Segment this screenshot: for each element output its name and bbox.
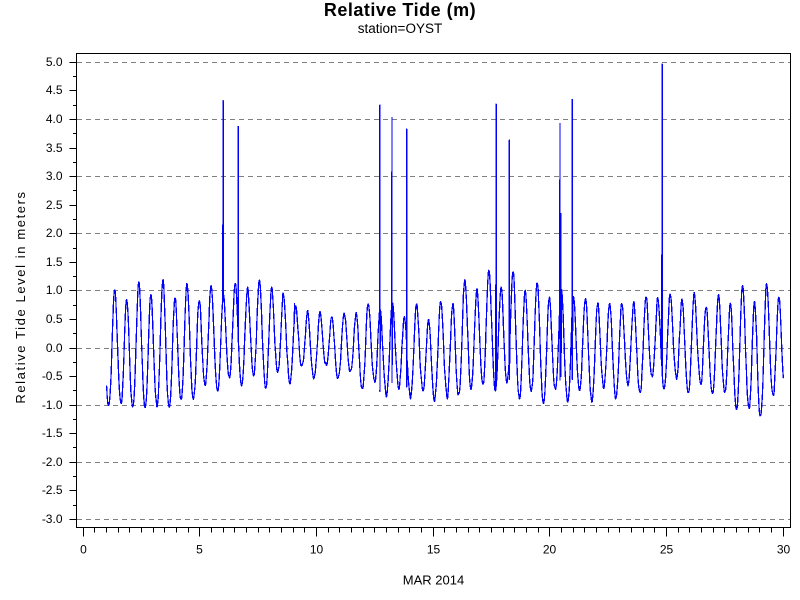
- svg-text:30: 30: [777, 543, 791, 557]
- svg-text:5.0: 5.0: [46, 55, 63, 69]
- svg-text:20: 20: [543, 543, 557, 557]
- svg-text:1.0: 1.0: [46, 283, 63, 297]
- svg-text:station=OYST: station=OYST: [358, 21, 442, 36]
- svg-text:0.5: 0.5: [46, 312, 63, 326]
- svg-text:-1.5: -1.5: [42, 426, 63, 440]
- svg-text:0: 0: [80, 543, 87, 557]
- svg-text:4.5: 4.5: [46, 83, 63, 97]
- svg-text:10: 10: [310, 543, 324, 557]
- svg-text:-3.0: -3.0: [42, 512, 63, 526]
- svg-text:15: 15: [427, 543, 441, 557]
- svg-text:5: 5: [196, 543, 203, 557]
- svg-text:MAR 2014: MAR 2014: [403, 573, 464, 588]
- svg-text:25: 25: [660, 543, 674, 557]
- svg-text:4.0: 4.0: [46, 112, 63, 126]
- svg-text:2.0: 2.0: [46, 226, 63, 240]
- svg-text:-2.0: -2.0: [42, 455, 63, 469]
- svg-text:-2.5: -2.5: [42, 483, 63, 497]
- svg-text:3.5: 3.5: [46, 141, 63, 155]
- svg-text:3.0: 3.0: [46, 169, 63, 183]
- svg-text:Relative Tide (m): Relative Tide (m): [324, 0, 476, 20]
- svg-text:1.5: 1.5: [46, 255, 63, 269]
- svg-text:-1.0: -1.0: [42, 398, 63, 412]
- svg-text:Relative Tide Level in meters: Relative Tide Level in meters: [13, 190, 28, 403]
- svg-text:-0.5: -0.5: [42, 369, 63, 383]
- svg-text:0.0: 0.0: [46, 341, 63, 355]
- svg-text:2.5: 2.5: [46, 198, 63, 212]
